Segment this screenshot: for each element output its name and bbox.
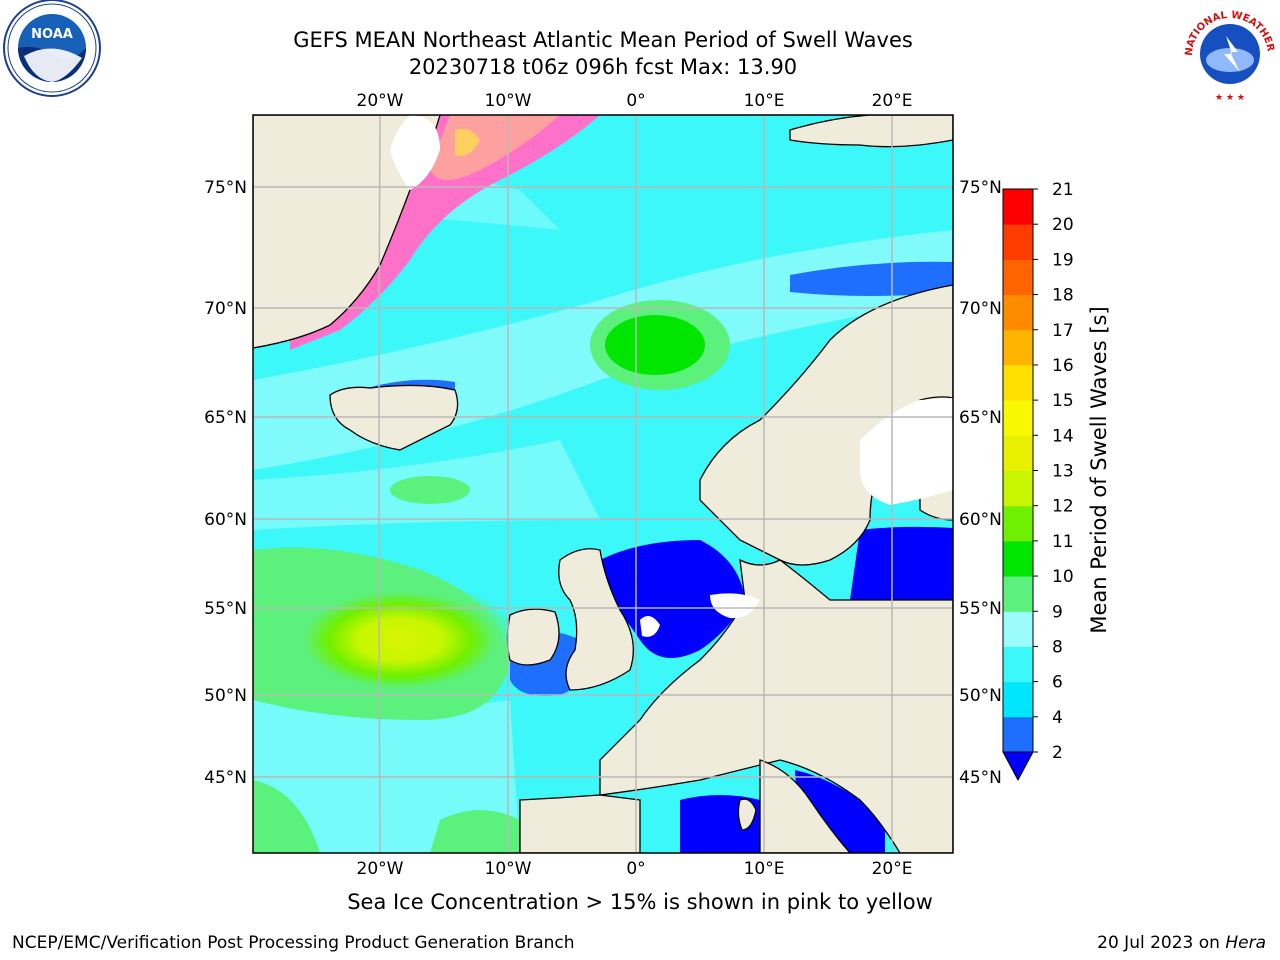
- colorbar-segment: [1003, 470, 1033, 507]
- lat-label: 45°N: [204, 768, 247, 788]
- colorbar-tick-label: 15: [1052, 391, 1074, 411]
- lon-label: 20°E: [872, 859, 913, 879]
- colorbar-segment: [1003, 189, 1033, 225]
- colorbar-tick-label: 6: [1052, 673, 1063, 693]
- colorbar-segment: [1003, 681, 1033, 718]
- colorbar-extend-arrow: [1002, 751, 1034, 782]
- colorbar-tick-label: 14: [1052, 426, 1074, 446]
- colorbar-segment: [1003, 259, 1033, 296]
- map-subtitle: 20230718 t06z 096h fcst Max: 13.90: [408, 55, 798, 79]
- lon-label: 20°W: [357, 91, 404, 111]
- colorbar-tick-label: 20: [1052, 215, 1074, 235]
- colorbar-tick-label: 21: [1052, 180, 1074, 200]
- nws-logo: NATIONAL WEATHER SERVICE ★ ★ ★: [1176, 0, 1276, 103]
- map-area: [253, 115, 953, 853]
- colorbar-tick-label: 17: [1052, 321, 1074, 341]
- map-frame: [252, 114, 954, 854]
- lon-label: 10°E: [744, 859, 785, 879]
- colorbar-tick-label: 8: [1052, 637, 1063, 657]
- lon-label: 10°W: [485, 859, 532, 879]
- colorbar-segment: [1003, 364, 1033, 401]
- svg-text:★ ★ ★: ★ ★ ★: [1215, 93, 1245, 103]
- colorbar-segment: [1003, 505, 1033, 542]
- footer-date-text: 20 Jul 2023 on: [1097, 933, 1226, 953]
- colorbar-tick-label: 16: [1052, 356, 1074, 376]
- colorbar-segment: [1003, 576, 1033, 612]
- lat-label: 70°N: [204, 299, 247, 319]
- lon-label: 0°: [626, 91, 645, 111]
- colorbar-tick-label: 10: [1052, 567, 1074, 587]
- colorbar-tick-label: 4: [1052, 708, 1063, 728]
- colorbar-tick-label: 11: [1052, 532, 1074, 552]
- colorbar-segment: [1003, 400, 1033, 436]
- lat-label: 70°N: [959, 299, 1002, 319]
- graticule: [253, 115, 953, 853]
- colorbar-segment: [1003, 224, 1033, 260]
- lon-label: 10°E: [744, 91, 785, 111]
- lat-labels-right: 75°N 70°N 65°N 60°N 55°N 50°N 45°N: [959, 178, 1002, 788]
- colorbar-segment: [1003, 329, 1033, 366]
- colorbar-segment: [1003, 716, 1033, 753]
- map-title: GEFS MEAN Northeast Atlantic Mean Period…: [293, 28, 913, 52]
- lon-label: 0°: [626, 859, 645, 879]
- svg-text:NOAA: NOAA: [31, 27, 73, 42]
- lon-labels-top: 20°W 10°W 0° 10°E 20°E: [357, 91, 913, 111]
- lat-label: 75°N: [959, 178, 1002, 198]
- lon-label: 10°W: [485, 91, 532, 111]
- lon-labels-bottom: 20°W 10°W 0° 10°E 20°E: [357, 859, 913, 879]
- baltic-gaps: [390, 115, 953, 637]
- lat-label: 60°N: [204, 510, 247, 530]
- colorbar: 2 4 6 8 9 10 11 12 13 14 15 16 17 18 19 20 21: [1002, 180, 1074, 782]
- colorbar-tick-label: 19: [1052, 250, 1074, 270]
- colorbar-segment: [1003, 646, 1033, 683]
- lat-label: 60°N: [959, 510, 1002, 530]
- colorbar-segment: [1003, 540, 1033, 577]
- lat-label: 65°N: [204, 408, 247, 428]
- sea-ice-note: Sea Ice Concentration > 15% is shown in …: [347, 890, 933, 914]
- lon-label: 20°W: [357, 859, 404, 879]
- lat-label: 50°N: [959, 686, 1002, 706]
- footer-host: Hera: [1225, 933, 1266, 953]
- colorbar-segment: [1003, 294, 1033, 331]
- lat-label: 65°N: [959, 408, 1002, 428]
- lat-label: 50°N: [204, 686, 247, 706]
- footer-credit: NCEP/EMC/Verification Post Processing Pr…: [12, 933, 575, 953]
- colorbar-tick-label: 18: [1052, 286, 1074, 306]
- lat-label: 45°N: [959, 768, 1002, 788]
- colorbar-tick-label: 13: [1052, 462, 1074, 482]
- colorbar-tick-label: 12: [1052, 497, 1074, 517]
- footer-date: 20 Jul 2023 on Hera: [1097, 933, 1266, 953]
- lat-label: 55°N: [204, 599, 247, 619]
- lat-label: 55°N: [959, 599, 1002, 619]
- colorbar-segment: [1003, 611, 1033, 647]
- colorbar-tick-label: 2: [1052, 743, 1063, 763]
- colorbar-tick-label: 9: [1052, 602, 1063, 622]
- lat-label: 75°N: [204, 178, 247, 198]
- lon-label: 20°E: [872, 91, 913, 111]
- noaa-logo: NOAA: [3, 0, 101, 97]
- colorbar-label: Mean Period of Swell Waves [s]: [1087, 306, 1111, 633]
- lat-labels-left: 75°N 70°N 65°N 60°N 55°N 50°N 45°N: [204, 178, 247, 788]
- colorbar-segment: [1003, 435, 1033, 471]
